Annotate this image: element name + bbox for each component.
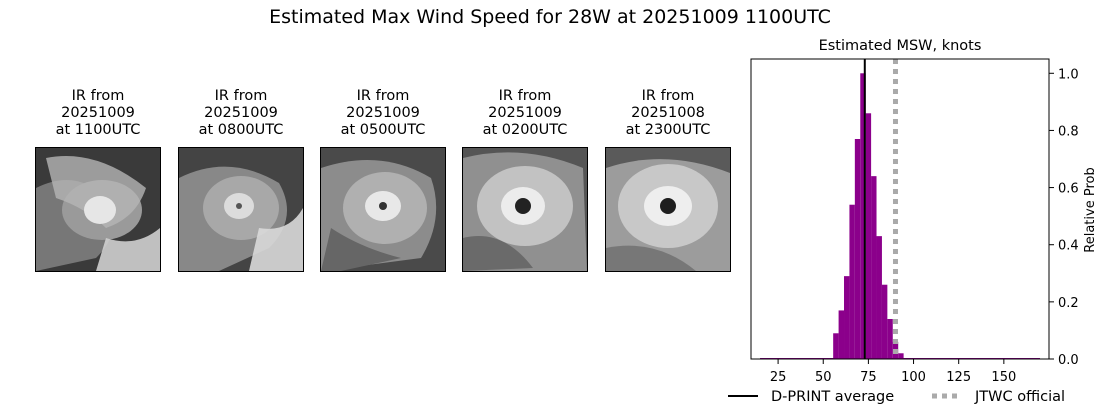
histogram-bar (860, 73, 866, 360)
x-tick-label: 150 (991, 370, 1016, 385)
y-tick-label: 0.8 (1058, 124, 1079, 139)
x-tick-label: 100 (901, 370, 926, 385)
x-tick-label: 50 (815, 370, 832, 385)
histogram-bar (887, 319, 893, 359)
histogram-bar (844, 276, 850, 359)
ir-panel-label: IR from 20251009 at 0200UTC (482, 88, 568, 138)
ir-panel: IR from 20251009 at 1100UTC (35, 88, 161, 272)
legend-jtwc-label: JTWC official (974, 389, 1065, 405)
ir-satellite-image (35, 147, 161, 272)
histogram-bar (854, 139, 861, 359)
ir-satellite-image (605, 147, 731, 272)
histogram-bar (838, 310, 845, 359)
histogram-bar (898, 353, 904, 359)
ir-panel-label: IR from 20251009 at 0500UTC (340, 88, 426, 138)
histogram-bar (833, 333, 839, 359)
ir-satellite-image (320, 147, 446, 272)
legend-dprint-label: D-PRINT average (771, 389, 894, 405)
plot-frame (750, 58, 1050, 360)
ir-panel: IR from 20251009 at 0200UTC (462, 88, 588, 272)
histogram-bar (849, 204, 855, 359)
legend-dprint: D-PRINT average (728, 389, 894, 405)
y-tick-label: 0.6 (1058, 182, 1079, 197)
y-tick-label: 0.4 (1058, 239, 1079, 254)
y-tick-label: 0.0 (1058, 353, 1079, 368)
chart-title: Estimated MSW, knots (819, 38, 982, 54)
ir-satellite-image (462, 147, 588, 272)
x-tick-label: 125 (946, 370, 971, 385)
x-tick-label: 25 (770, 370, 787, 385)
ir-panel: IR from 20251008 at 2300UTC (605, 88, 731, 272)
legend-jtwc: JTWC official (932, 389, 1065, 405)
y-axis-label: Relative Prob (1083, 167, 1098, 252)
figure-title: Estimated Max Wind Speed for 28W at 2025… (269, 6, 831, 28)
ir-panel-label: IR from 20251009 at 1100UTC (55, 88, 141, 138)
y-tick-label: 1.0 (1058, 67, 1079, 82)
histogram-bar (865, 113, 872, 360)
histogram-bar (871, 176, 877, 359)
histogram-bar (876, 236, 882, 359)
ir-panel-label: IR from 20251009 at 0800UTC (198, 88, 284, 138)
ir-panel: IR from 20251009 at 0800UTC (178, 88, 304, 272)
ir-panel: IR from 20251009 at 0500UTC (320, 88, 446, 272)
y-tick-label: 0.2 (1058, 296, 1079, 311)
ir-panel-label: IR from 20251008 at 2300UTC (625, 88, 711, 138)
histogram-bar (881, 284, 888, 359)
ir-satellite-image (178, 147, 304, 272)
x-tick-label: 75 (860, 370, 877, 385)
